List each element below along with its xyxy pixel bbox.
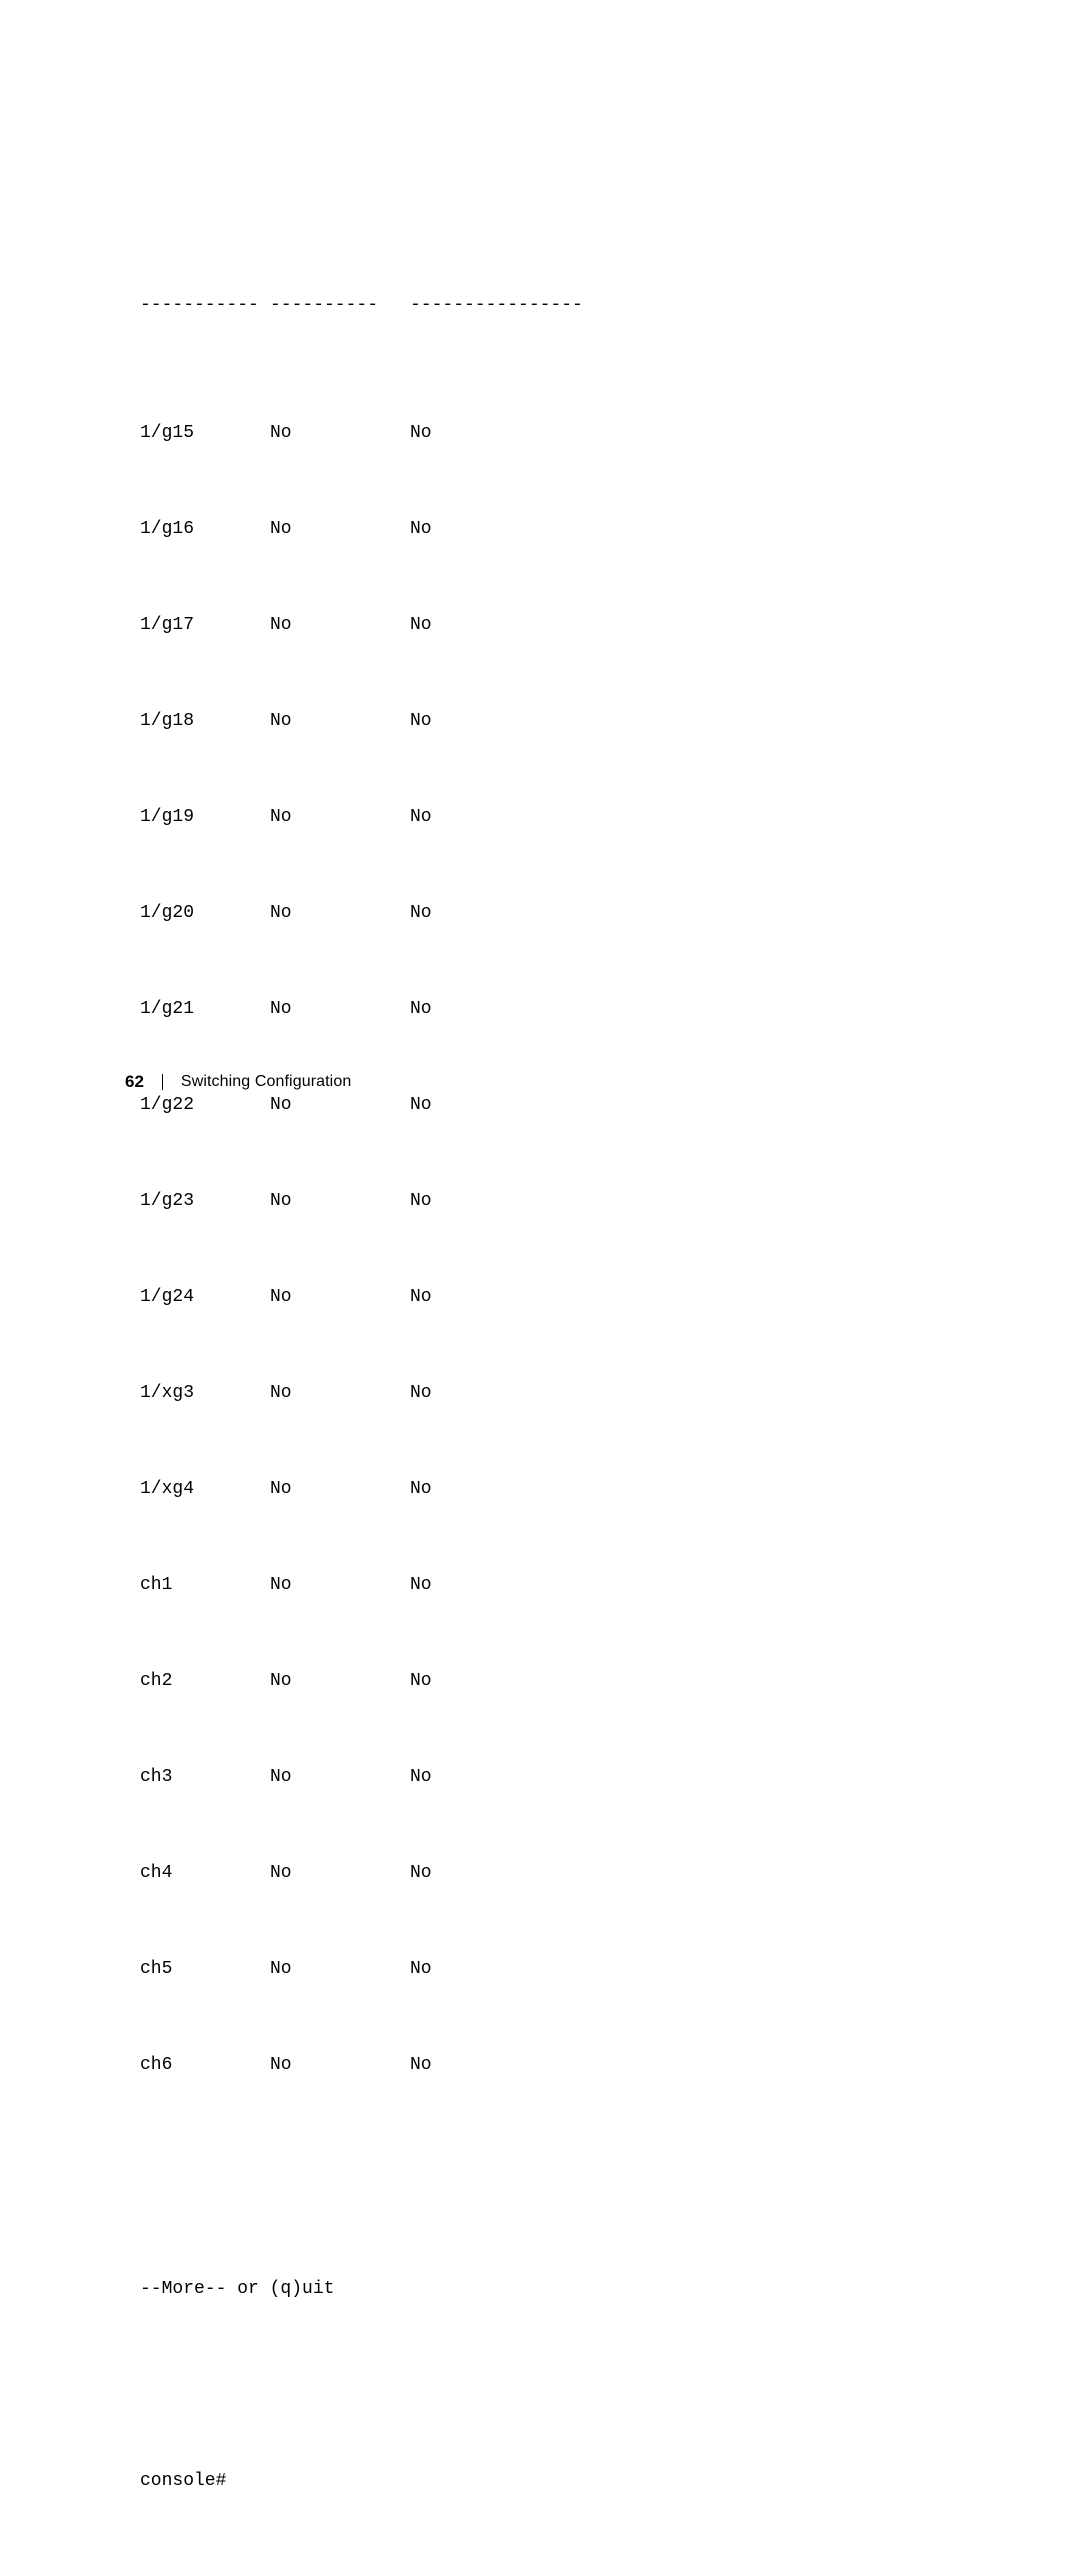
- cell-val1: No: [270, 1377, 410, 1409]
- cell-val2: No: [410, 1089, 432, 1121]
- cell-interface: 1/g22: [140, 1089, 270, 1121]
- cell-val1: No: [270, 1185, 410, 1217]
- cell-val1: No: [270, 609, 410, 641]
- cell-val1: No: [270, 1761, 410, 1793]
- cell-val2: No: [410, 1953, 432, 1985]
- cell-interface: ch3: [140, 1761, 270, 1793]
- cell-val1: No: [270, 1953, 410, 1985]
- cell-val2: No: [410, 1185, 432, 1217]
- table-row: ch3NoNo: [140, 1761, 940, 1793]
- separator-row: -------------------------------------: [140, 289, 940, 321]
- table-row: ch1NoNo: [140, 1569, 940, 1601]
- cell-interface: 1/g24: [140, 1281, 270, 1313]
- cell-interface: ch4: [140, 1857, 270, 1889]
- cell-interface: 1/g19: [140, 801, 270, 833]
- cell-interface: ch2: [140, 1665, 270, 1697]
- page-number: 62: [125, 1072, 144, 1092]
- cell-interface: 1/g20: [140, 897, 270, 929]
- cell-val2: No: [410, 1665, 432, 1697]
- cell-interface: ch6: [140, 2049, 270, 2081]
- more-prompt[interactable]: --More-- or (q)uit: [140, 2273, 940, 2305]
- table-row: 1/g20NoNo: [140, 897, 940, 929]
- sep-col2: ----------: [270, 289, 410, 321]
- table-row: 1/xg3NoNo: [140, 1377, 940, 1409]
- terminal-output: ------------------------------------- 1/…: [140, 225, 940, 2561]
- cell-val1: No: [270, 1089, 410, 1121]
- table-row: 1/xg4NoNo: [140, 1473, 940, 1505]
- cell-val2: No: [410, 513, 432, 545]
- cell-interface: 1/g16: [140, 513, 270, 545]
- cell-interface: 1/g23: [140, 1185, 270, 1217]
- cell-val1: No: [270, 1281, 410, 1313]
- table-row: ch2NoNo: [140, 1665, 940, 1697]
- blank-line: [140, 2177, 940, 2209]
- cell-val2: No: [410, 1857, 432, 1889]
- cell-interface: 1/g15: [140, 417, 270, 449]
- table-row: 1/g16NoNo: [140, 513, 940, 545]
- cell-val2: No: [410, 993, 432, 1025]
- table-row: 1/g17NoNo: [140, 609, 940, 641]
- cell-val1: No: [270, 897, 410, 929]
- cell-interface: 1/xg3: [140, 1377, 270, 1409]
- cell-val1: No: [270, 801, 410, 833]
- console-prompt[interactable]: console#: [140, 2465, 940, 2497]
- cell-val1: No: [270, 1857, 410, 1889]
- section-title: Switching Configuration: [181, 1073, 351, 1091]
- cell-interface: 1/g17: [140, 609, 270, 641]
- blank-line: [140, 2369, 940, 2401]
- table-row: 1/g22NoNo: [140, 1089, 940, 1121]
- cell-val1: No: [270, 705, 410, 737]
- table-row: ch6NoNo: [140, 2049, 940, 2081]
- cell-val1: No: [270, 513, 410, 545]
- cell-val1: No: [270, 1569, 410, 1601]
- cell-val2: No: [410, 1377, 432, 1409]
- footer-divider: [162, 1074, 163, 1090]
- cell-val1: No: [270, 417, 410, 449]
- table-row: 1/g23NoNo: [140, 1185, 940, 1217]
- page-footer: 62 Switching Configuration: [125, 1072, 351, 1092]
- cell-interface: ch5: [140, 1953, 270, 1985]
- cell-val1: No: [270, 1665, 410, 1697]
- cell-val2: No: [410, 897, 432, 929]
- cell-val1: No: [270, 2049, 410, 2081]
- table-row: 1/g19NoNo: [140, 801, 940, 833]
- cell-val2: No: [410, 705, 432, 737]
- cell-val1: No: [270, 993, 410, 1025]
- cell-val2: No: [410, 1473, 432, 1505]
- table-row: 1/g21NoNo: [140, 993, 940, 1025]
- cell-interface: 1/g21: [140, 993, 270, 1025]
- cell-interface: 1/xg4: [140, 1473, 270, 1505]
- cell-val2: No: [410, 609, 432, 641]
- table-row: 1/g18NoNo: [140, 705, 940, 737]
- table-row: ch5NoNo: [140, 1953, 940, 1985]
- cell-val1: No: [270, 1473, 410, 1505]
- cell-val2: No: [410, 801, 432, 833]
- cell-val2: No: [410, 1281, 432, 1313]
- table-row: 1/g24NoNo: [140, 1281, 940, 1313]
- cell-val2: No: [410, 1761, 432, 1793]
- cell-interface: 1/g18: [140, 705, 270, 737]
- cell-val2: No: [410, 2049, 432, 2081]
- cell-val2: No: [410, 1569, 432, 1601]
- cell-interface: ch1: [140, 1569, 270, 1601]
- table-row: ch4NoNo: [140, 1857, 940, 1889]
- cell-val2: No: [410, 417, 432, 449]
- page-content: ------------------------------------- 1/…: [140, 225, 940, 2561]
- sep-col1: -----------: [140, 289, 270, 321]
- sep-col3: ----------------: [410, 289, 583, 321]
- table-row: 1/g15NoNo: [140, 417, 940, 449]
